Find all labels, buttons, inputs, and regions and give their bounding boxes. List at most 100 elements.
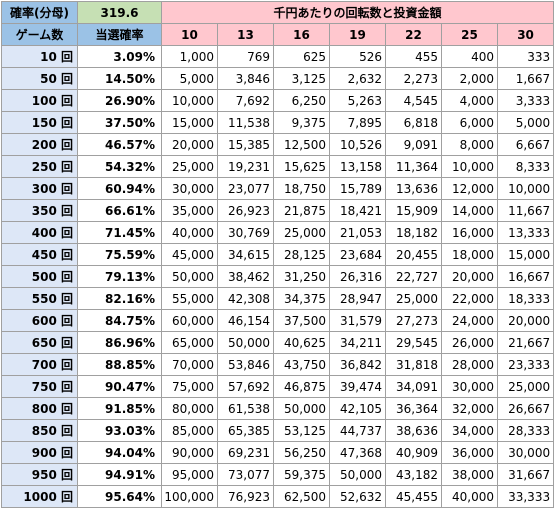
investment-cell: 18,182 [385, 221, 442, 244]
investment-cell: 55,000 [161, 287, 218, 310]
probability-label: 確率(分母) [1, 1, 78, 24]
investment-cell: 33,333 [496, 485, 555, 508]
win-rate-cell: 3.09% [77, 45, 162, 68]
investment-cell: 13,158 [329, 155, 386, 178]
investment-cell: 526 [329, 45, 386, 68]
investment-cell: 18,421 [329, 199, 386, 222]
investment-cell: 46,875 [273, 375, 330, 398]
investment-cell: 12,000 [441, 177, 498, 200]
investment-cell: 23,077 [217, 177, 274, 200]
investment-cell: 25,000 [496, 375, 555, 398]
investment-cell: 38,636 [385, 419, 442, 442]
investment-cell: 6,667 [496, 133, 555, 156]
investment-cell: 50,000 [329, 463, 386, 486]
investment-cell: 62,500 [273, 485, 330, 508]
investment-cell: 25,000 [273, 221, 330, 244]
investment-cell: 46,154 [217, 309, 274, 332]
investment-cell: 31,667 [496, 463, 555, 486]
investment-cell: 10,526 [329, 133, 386, 156]
investment-cell: 5,000 [496, 111, 555, 134]
table-row: 50 回 14.50% 5,000 3,846 3,125 2,632 2,273 2,000… [1, 67, 555, 90]
win-rate-cell: 90.47% [77, 375, 162, 398]
win-rate-cell: 71.45% [77, 221, 162, 244]
investment-cell: 1,667 [496, 67, 555, 90]
investment-cell: 45,455 [385, 485, 442, 508]
investment-cell: 15,000 [496, 243, 555, 266]
games-cell: 50 回 [1, 67, 78, 90]
table-row: 200 回 46.57% 20,000 15,385 12,500 10,526 9,091… [1, 133, 555, 156]
investment-cell: 20,000 [161, 133, 218, 156]
investment-cell: 13,333 [496, 221, 555, 244]
investment-cell: 10,000 [161, 89, 218, 112]
investment-cell: 36,000 [441, 441, 498, 464]
investment-cell: 27,273 [385, 309, 442, 332]
win-rate-cell: 46.57% [77, 133, 162, 156]
investment-cell: 21,875 [273, 199, 330, 222]
investment-cell: 15,385 [217, 133, 274, 156]
spin-column-header: 13 [217, 23, 274, 46]
investment-cell: 75,000 [161, 375, 218, 398]
investment-cell: 10,000 [441, 155, 498, 178]
games-cell: 100 回 [1, 89, 78, 112]
investment-cell: 22,727 [385, 265, 442, 288]
games-cell: 500 回 [1, 265, 78, 288]
investment-cell: 2,632 [329, 67, 386, 90]
investment-cell: 20,000 [496, 309, 555, 332]
investment-cell: 23,684 [329, 243, 386, 266]
investment-cell: 31,579 [329, 309, 386, 332]
table-row: 150 回 37.50% 15,000 11,538 9,375 7,895 6,818 6,… [1, 111, 555, 134]
investment-cell: 7,895 [329, 111, 386, 134]
investment-cell: 26,923 [217, 199, 274, 222]
win-rate-cell: 14.50% [77, 67, 162, 90]
investment-cell: 14,000 [441, 199, 498, 222]
table-row: 950 回 94.91% 95,000 73,077 59,375 50,000 43,18… [1, 463, 555, 486]
investment-cell: 18,000 [441, 243, 498, 266]
table-row: 850 回 93.03% 85,000 65,385 53,125 44,737 38,63… [1, 419, 555, 442]
investment-cell: 37,500 [273, 309, 330, 332]
investment-cell: 8,333 [496, 155, 555, 178]
investment-cell: 13,636 [385, 177, 442, 200]
win-rate-cell: 91.85% [77, 397, 162, 420]
investment-cell: 30,769 [217, 221, 274, 244]
investment-cell: 15,625 [273, 155, 330, 178]
games-cell: 400 回 [1, 221, 78, 244]
investment-cell: 42,105 [329, 397, 386, 420]
investment-cell: 11,364 [385, 155, 442, 178]
investment-cell: 769 [217, 45, 274, 68]
investment-cell: 56,250 [273, 441, 330, 464]
games-cell: 1000 回 [1, 485, 78, 508]
games-cell: 700 回 [1, 353, 78, 376]
win-rate-cell: 84.75% [77, 309, 162, 332]
investment-cell: 21,053 [329, 221, 386, 244]
table-row: 800 回 91.85% 80,000 61,538 50,000 42,105 36,36… [1, 397, 555, 420]
investment-cell: 3,125 [273, 67, 330, 90]
investment-cell: 31,818 [385, 353, 442, 376]
table-row: 10 回 3.09% 1,000 769 625 526 455 400 333 [1, 45, 555, 68]
investment-cell: 38,000 [441, 463, 498, 486]
section-title: 千円あたりの回転数と投資金額 [160, 1, 555, 24]
investment-cell: 2,000 [441, 67, 498, 90]
investment-cell: 40,000 [161, 221, 218, 244]
investment-cell: 38,462 [217, 265, 274, 288]
investment-cell: 44,737 [329, 419, 386, 442]
spin-column-header: 16 [273, 23, 330, 46]
investment-cell: 60,000 [161, 309, 218, 332]
win-rate-cell: 54.32% [77, 155, 162, 178]
investment-cell: 15,000 [161, 111, 218, 134]
investment-cell: 4,000 [441, 89, 498, 112]
games-cell: 550 回 [1, 287, 78, 310]
investment-cell: 57,692 [217, 375, 274, 398]
investment-cell: 26,000 [441, 331, 498, 354]
investment-cell: 4,545 [385, 89, 442, 112]
games-cell: 300 回 [1, 177, 78, 200]
investment-cell: 625 [273, 45, 330, 68]
table-row: 100 回 26.90% 10,000 7,692 6,250 5,263 4,545 4,0… [1, 89, 555, 112]
games-cell: 200 回 [1, 133, 78, 156]
investment-cell: 65,385 [217, 419, 274, 442]
spin-column-header: 10 [161, 23, 218, 46]
investment-cell: 80,000 [161, 397, 218, 420]
investment-cell: 50,000 [217, 331, 274, 354]
games-cell: 150 回 [1, 111, 78, 134]
win-rate-cell: 82.16% [77, 287, 162, 310]
win-rate-cell: 66.61% [77, 199, 162, 222]
